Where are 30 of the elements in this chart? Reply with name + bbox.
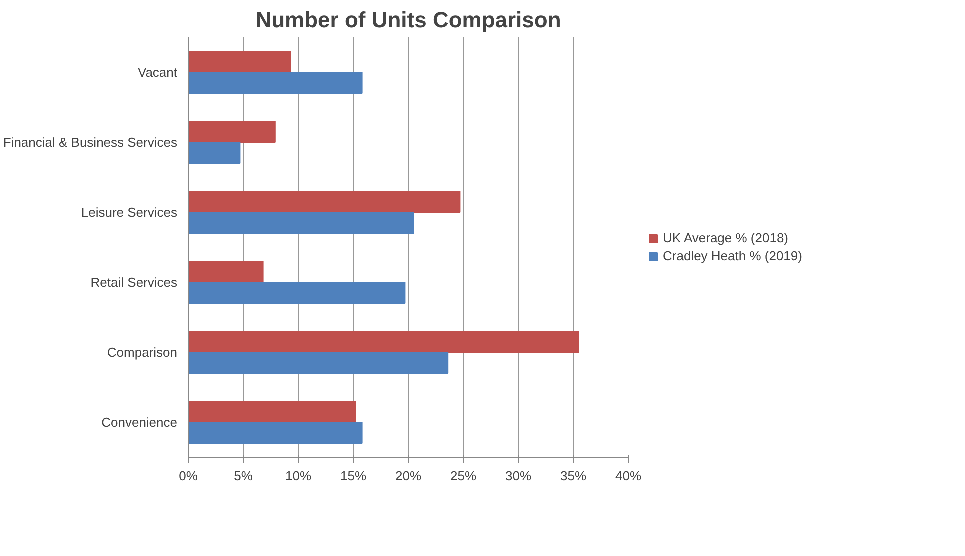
bar xyxy=(188,282,406,304)
bar xyxy=(188,212,414,234)
x-tick-label: 40% xyxy=(615,468,642,484)
legend-label: Cradley Heath % (2019) xyxy=(663,248,802,264)
y-tick-label: Financial & Business Services xyxy=(3,135,178,150)
bar xyxy=(188,331,580,353)
x-tick-label: 10% xyxy=(285,468,312,484)
legend-label: UK Average % (2018) xyxy=(663,230,788,246)
x-tick-label: 5% xyxy=(234,468,254,484)
bar xyxy=(188,191,461,213)
bar xyxy=(188,401,356,423)
bar xyxy=(188,422,363,444)
bar xyxy=(188,261,264,283)
x-tick-label: 20% xyxy=(395,468,422,484)
y-tick-label: Convenience xyxy=(102,415,178,430)
x-tick-label: 15% xyxy=(340,468,367,484)
bar xyxy=(188,51,292,73)
bar xyxy=(188,142,241,164)
x-tick-label: 0% xyxy=(179,468,198,484)
y-tick-label: Leisure Services xyxy=(81,205,178,220)
bar xyxy=(188,72,363,94)
bar xyxy=(188,121,276,143)
y-tick-label: Retail Services xyxy=(90,275,178,290)
bar xyxy=(188,352,449,374)
y-tick-label: Comparison xyxy=(107,345,178,360)
y-tick-label: Vacant xyxy=(138,65,178,80)
x-tick-label: 35% xyxy=(560,468,587,484)
x-tick-label: 30% xyxy=(505,468,532,484)
chart-title: Number of Units Comparison xyxy=(256,8,562,32)
x-tick-label: 25% xyxy=(450,468,477,484)
